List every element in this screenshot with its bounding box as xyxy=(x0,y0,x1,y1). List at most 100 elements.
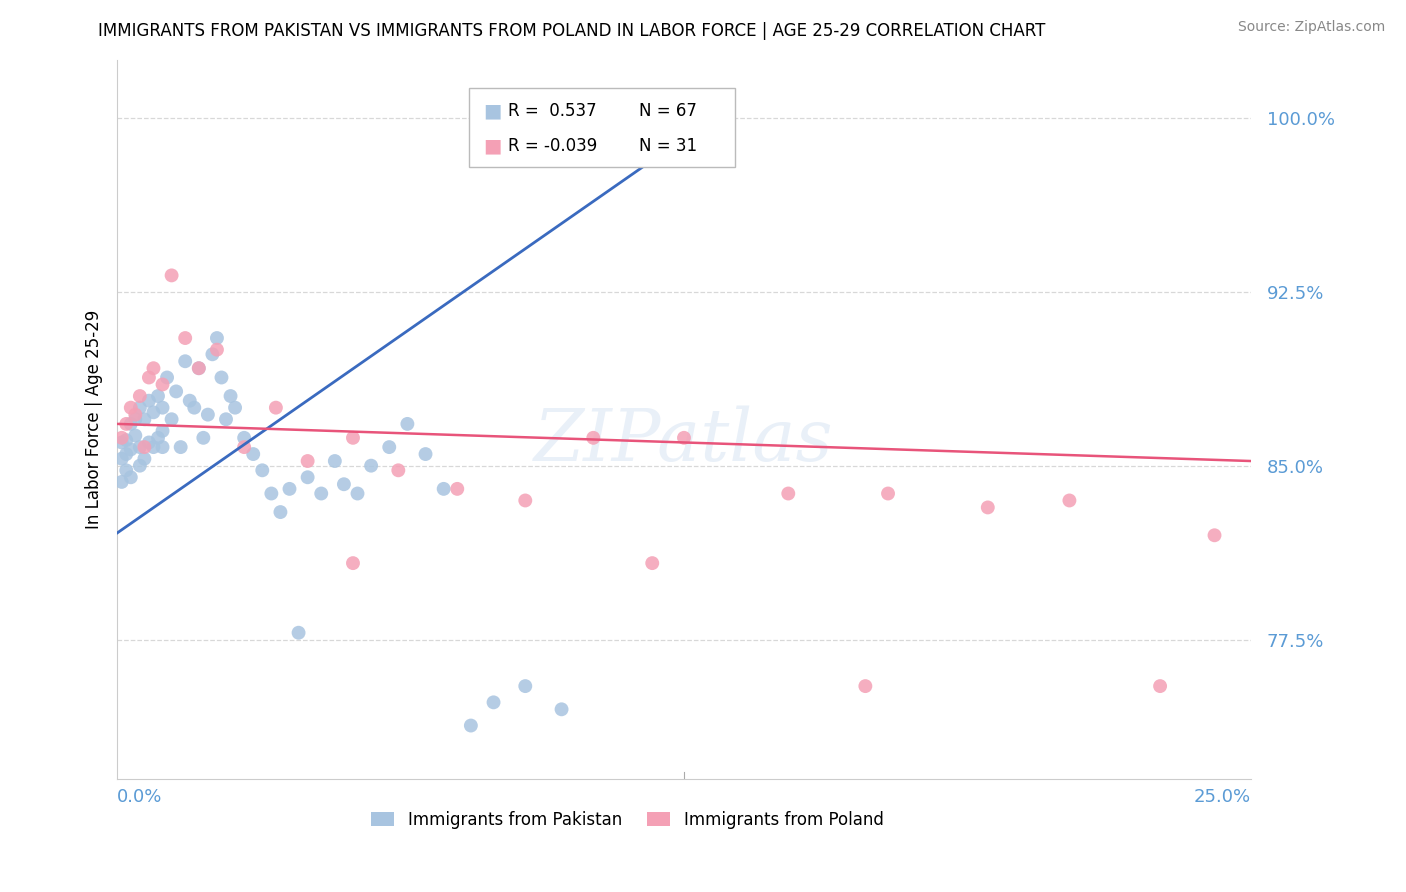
Point xyxy=(128,401,150,415)
Point xyxy=(152,424,174,438)
Point xyxy=(346,486,368,500)
Point xyxy=(224,401,246,415)
Point xyxy=(309,486,332,500)
Point xyxy=(115,433,138,447)
Point xyxy=(482,695,505,709)
Point xyxy=(627,118,650,132)
Point xyxy=(120,417,142,431)
Point xyxy=(152,401,174,415)
Point xyxy=(853,679,876,693)
Point xyxy=(877,486,900,500)
Point xyxy=(187,361,209,376)
Point xyxy=(128,440,150,454)
Point xyxy=(197,408,219,422)
Point xyxy=(128,389,150,403)
FancyBboxPatch shape xyxy=(468,88,735,168)
Text: Source: ZipAtlas.com: Source: ZipAtlas.com xyxy=(1237,20,1385,34)
Point xyxy=(152,377,174,392)
Point xyxy=(215,412,238,426)
Point xyxy=(641,556,664,570)
Point xyxy=(233,440,256,454)
Point xyxy=(1204,528,1226,542)
Point xyxy=(142,361,165,376)
Point xyxy=(278,482,301,496)
Point xyxy=(156,370,179,384)
Point xyxy=(659,118,682,132)
Point xyxy=(205,343,228,357)
Point xyxy=(120,401,142,415)
Point xyxy=(138,370,160,384)
Point xyxy=(146,431,169,445)
Point xyxy=(415,447,437,461)
Point xyxy=(1149,679,1171,693)
Point xyxy=(360,458,382,473)
Text: 0.0%: 0.0% xyxy=(117,789,163,806)
Point xyxy=(342,431,364,445)
Text: ■: ■ xyxy=(484,102,502,121)
Point xyxy=(146,389,169,403)
Point xyxy=(124,428,146,442)
Point xyxy=(134,451,156,466)
Point xyxy=(138,435,160,450)
Point xyxy=(165,384,187,399)
Point xyxy=(152,440,174,454)
Point xyxy=(179,393,201,408)
Point xyxy=(211,370,233,384)
Point xyxy=(174,354,197,368)
Point xyxy=(115,447,138,461)
Point xyxy=(187,361,209,376)
Point xyxy=(1059,493,1081,508)
Point xyxy=(433,482,456,496)
Y-axis label: In Labor Force | Age 25-29: In Labor Force | Age 25-29 xyxy=(86,310,103,529)
Point xyxy=(460,718,482,732)
Point xyxy=(169,440,191,454)
Point xyxy=(120,442,142,457)
Point xyxy=(115,463,138,477)
Point xyxy=(111,451,134,466)
Point xyxy=(134,412,156,426)
Point xyxy=(264,401,287,415)
Point xyxy=(342,556,364,570)
Point xyxy=(260,486,283,500)
Text: R =  0.537: R = 0.537 xyxy=(509,103,598,120)
Point xyxy=(396,417,419,431)
Point xyxy=(269,505,291,519)
Point xyxy=(124,412,146,426)
Text: ■: ■ xyxy=(484,136,502,155)
Point xyxy=(709,115,731,129)
Point xyxy=(111,431,134,445)
Point xyxy=(778,486,800,500)
Point xyxy=(977,500,1000,515)
Point xyxy=(287,625,309,640)
Text: N = 31: N = 31 xyxy=(638,136,697,155)
Point xyxy=(550,702,572,716)
Point xyxy=(120,470,142,484)
Text: N = 67: N = 67 xyxy=(638,103,696,120)
Point xyxy=(115,417,138,431)
Point xyxy=(111,435,134,450)
Point xyxy=(142,440,165,454)
Point xyxy=(142,405,165,419)
Point xyxy=(160,268,183,283)
Point xyxy=(138,393,160,408)
Point xyxy=(183,401,205,415)
Point xyxy=(134,440,156,454)
Point xyxy=(205,331,228,345)
Point xyxy=(174,331,197,345)
Point xyxy=(387,463,409,477)
Point xyxy=(242,447,264,461)
Point xyxy=(201,347,224,361)
Point xyxy=(297,454,319,468)
Text: 25.0%: 25.0% xyxy=(1194,789,1251,806)
Text: IMMIGRANTS FROM PAKISTAN VS IMMIGRANTS FROM POLAND IN LABOR FORCE | AGE 25-29 CO: IMMIGRANTS FROM PAKISTAN VS IMMIGRANTS F… xyxy=(98,22,1046,40)
Point xyxy=(672,431,695,445)
Point xyxy=(591,118,613,132)
Text: R = -0.039: R = -0.039 xyxy=(509,136,598,155)
Point xyxy=(252,463,274,477)
Point xyxy=(446,482,468,496)
Point xyxy=(219,389,242,403)
Point xyxy=(160,412,183,426)
Text: ZIPatlas: ZIPatlas xyxy=(534,406,834,476)
Point xyxy=(378,440,401,454)
Point xyxy=(128,458,150,473)
